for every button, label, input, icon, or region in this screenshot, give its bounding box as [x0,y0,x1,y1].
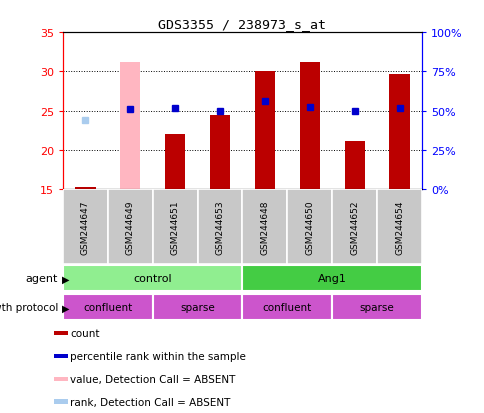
Text: Ang1: Ang1 [317,274,346,284]
Text: ▶: ▶ [61,303,69,313]
Bar [376,190,421,264]
Text: GSM244653: GSM244653 [215,200,224,254]
Bar [152,190,197,264]
Text: rank, Detection Call = ABSENT: rank, Detection Call = ABSENT [70,396,230,407]
Text: GSM244651: GSM244651 [170,200,180,254]
Bar [197,190,242,264]
Bar [332,295,421,320]
Text: ▶: ▶ [61,274,69,284]
Bar [120,63,140,190]
Text: agent: agent [26,274,58,284]
Bar [242,295,332,320]
Bar [344,141,364,190]
Text: control: control [133,274,172,284]
Title: GDS3355 / 238973_s_at: GDS3355 / 238973_s_at [158,17,326,31]
Text: GSM244652: GSM244652 [349,200,359,254]
Text: GSM244649: GSM244649 [125,200,135,254]
Text: percentile rank within the sample: percentile rank within the sample [70,351,245,361]
Text: GSM244647: GSM244647 [81,200,90,254]
Text: GSM244654: GSM244654 [394,200,403,254]
Bar [332,190,376,264]
Bar [389,75,409,190]
Text: sparse: sparse [359,303,393,313]
Bar [165,135,185,190]
Text: GSM244648: GSM244648 [260,200,269,254]
Bar [242,266,421,292]
Bar [54,354,68,358]
Bar [63,266,242,292]
Bar [152,295,242,320]
Bar [54,331,68,336]
Text: confluent: confluent [262,303,311,313]
Bar [299,63,319,190]
Text: confluent: confluent [83,303,132,313]
Bar [210,115,230,190]
Bar [63,295,152,320]
Bar [254,72,274,190]
Bar [54,399,68,404]
Text: value, Detection Call = ABSENT: value, Detection Call = ABSENT [70,374,235,384]
Text: GSM244650: GSM244650 [304,200,314,254]
Text: sparse: sparse [180,303,214,313]
Bar [242,190,287,264]
Text: growth protocol: growth protocol [0,303,58,313]
Bar [75,188,95,190]
Bar [63,190,107,264]
Bar [287,190,332,264]
Text: count: count [70,328,100,339]
Bar [107,190,152,264]
Bar [54,377,68,381]
